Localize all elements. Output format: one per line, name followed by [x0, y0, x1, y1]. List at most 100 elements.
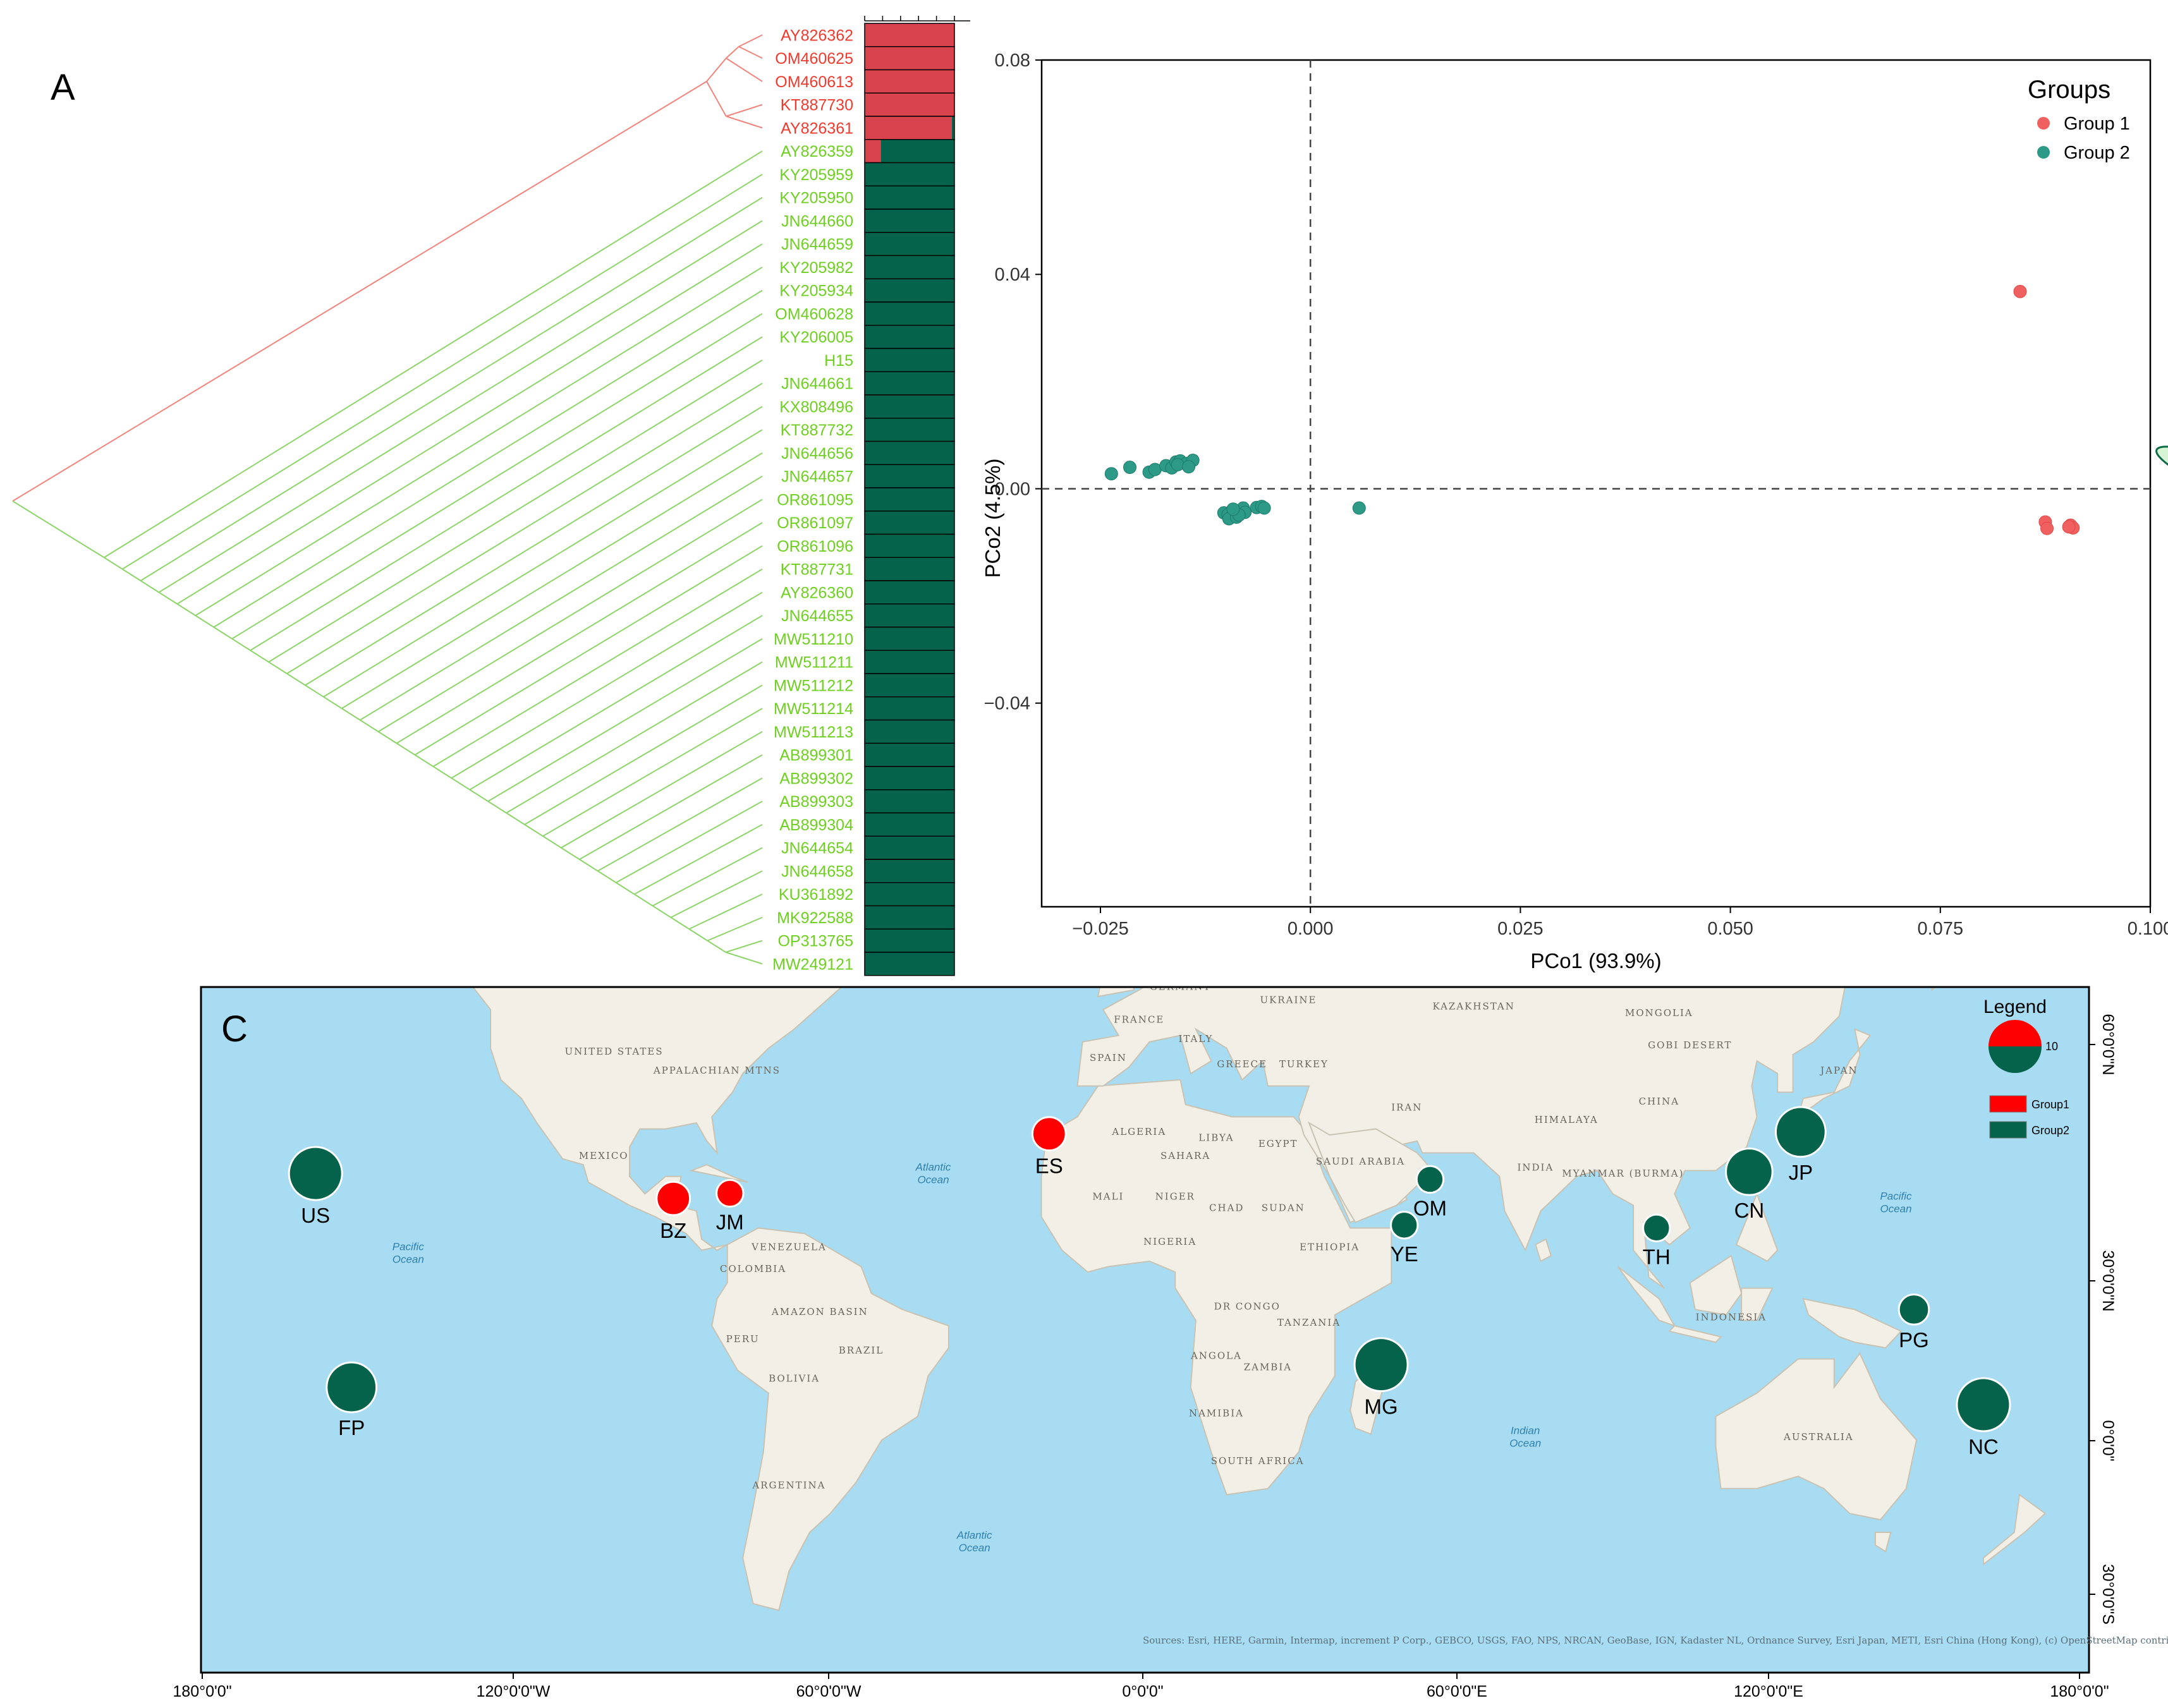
- tip-label: KY205959: [779, 166, 853, 184]
- tree-branch: [726, 104, 763, 117]
- place-label: TURKEY: [1279, 1058, 1329, 1070]
- attribution: Sources: Esri, HERE, Garmin, Intermap, i…: [1143, 1635, 2168, 1646]
- data-point-group-1: [2062, 520, 2076, 534]
- place-label: SOUTH AFRICA: [1211, 1455, 1305, 1467]
- legend-label-group2: Group2: [2031, 1124, 2069, 1137]
- tree-branch: [378, 731, 397, 744]
- place-label: JAPAN: [1819, 1065, 1858, 1076]
- tip-label: JN644658: [781, 863, 853, 880]
- tree-branch: [616, 801, 763, 883]
- ancestry-bar-group2: [865, 581, 954, 604]
- tree-branch: [579, 859, 599, 872]
- ocean-label-word: Atlantic: [915, 1161, 951, 1173]
- place-label: EGYPT: [1258, 1138, 1298, 1149]
- map-y-tick-label: 30°0'0"N: [2099, 1250, 2117, 1311]
- legend-entry: Group 1: [2064, 114, 2130, 134]
- tree-branch: [176, 603, 196, 616]
- x-tick-label: −0.025: [1072, 919, 1129, 939]
- ancestry-bar-group2: [865, 905, 954, 930]
- tree-branch: [524, 684, 763, 825]
- tip-label: OM460628: [775, 305, 853, 323]
- map-y-tick-label: 30°0'0"S: [2099, 1564, 2117, 1625]
- place-label: SAUDI ARABIA: [1316, 1156, 1405, 1167]
- x-tick-label: 0.075: [1918, 919, 1964, 939]
- data-point-group-1: [2013, 284, 2027, 298]
- place-label: KAZAKHSTAN: [1432, 1001, 1514, 1012]
- tree-branch: [176, 243, 763, 605]
- place-label: ALGERIA: [1111, 1126, 1166, 1137]
- ancestry-bar-group1: [865, 116, 952, 140]
- place-label: PERU: [726, 1333, 760, 1345]
- tip-label: JN644660: [781, 212, 853, 230]
- map-x-tick-label: 120°0'0"W: [477, 1683, 551, 1700]
- tree-branch: [414, 754, 434, 767]
- ancestry-bar-group1: [865, 70, 954, 94]
- ancestry-bar-group2: [865, 603, 954, 627]
- tip-label: AY826359: [781, 143, 853, 161]
- tip-label: KX808496: [779, 398, 853, 416]
- site-code-label: TH: [1643, 1245, 1671, 1269]
- tip-label: OM460625: [775, 50, 853, 68]
- site-marker: [716, 1178, 745, 1208]
- site-code-label: YE: [1391, 1242, 1418, 1266]
- tree-branch: [140, 580, 159, 593]
- place-label: GREECE: [1217, 1058, 1267, 1070]
- tree-branch: [706, 58, 727, 82]
- south-america: [711, 1227, 949, 1611]
- tree-branch: [469, 789, 489, 802]
- tree-branch: [725, 952, 763, 965]
- tip-label: OR861096: [777, 538, 853, 555]
- tree-branch: [140, 197, 763, 581]
- place-label: ANGOLA: [1190, 1350, 1242, 1362]
- place-label: SUDAN: [1262, 1202, 1305, 1214]
- map-y-tick-label: 0°0'0": [2099, 1420, 2117, 1461]
- place-label: CHINA: [1639, 1096, 1679, 1107]
- panel-label-a: A: [51, 67, 75, 108]
- cuba: [689, 1164, 748, 1183]
- place-label: ETHIOPIA: [1300, 1242, 1360, 1253]
- tree-branch: [414, 545, 763, 756]
- borneo: [1689, 1254, 1743, 1316]
- legend-swatch-group2: [1989, 1121, 2027, 1139]
- tree-branch: [231, 313, 763, 639]
- ancestry-bar-group2: [865, 488, 954, 511]
- tree-branch: [670, 917, 690, 930]
- data-point-group-2: [1352, 501, 1366, 515]
- site-code-label: CN: [1734, 1199, 1765, 1222]
- place-label: URAL MOUNTAINS: [1381, 935, 1495, 946]
- tasmania: [1874, 1532, 1892, 1553]
- site-code-label: BZ: [660, 1219, 686, 1242]
- ancestry-bar-group2: [865, 789, 954, 813]
- site-code-label: JP: [1789, 1161, 1813, 1184]
- site-code-label: JM: [716, 1211, 744, 1234]
- place-label: MEXICO: [579, 1150, 629, 1161]
- ancestry-bar-group2: [865, 534, 954, 558]
- ancestry-bar-group2: [865, 766, 954, 790]
- tree-branch: [213, 626, 233, 639]
- tip-labels: AY826362 OM460625 OM460613 KT887730 AY826361…: [772, 27, 853, 973]
- ancestry-bar-group2: [865, 674, 954, 697]
- site-marker: [1774, 1106, 1827, 1158]
- tree-branch: [305, 406, 763, 686]
- y-tick-label: 0.08: [995, 51, 1030, 71]
- ancestry-bar-group2: [951, 116, 954, 140]
- ocean-label-word: Indian: [1511, 1425, 1540, 1437]
- site-marker: [1390, 1211, 1419, 1240]
- tree-branch: [158, 220, 763, 593]
- panel-label-c: C: [221, 1008, 248, 1050]
- data-point-group-1: [2040, 521, 2054, 535]
- site-code-label: MG: [1364, 1395, 1398, 1419]
- ancestry-bar-group2: [865, 372, 954, 395]
- site-code-label: PG: [1899, 1328, 1929, 1352]
- ocean-label-word: Ocean: [959, 1542, 990, 1554]
- ocean-label: Indian Ocean: [1509, 1425, 1541, 1450]
- ancestry-bar-group2: [865, 255, 954, 279]
- pcoa-plot: −0.025 0.000 0.025 0.050 0.075 0.100 −0.04 0.00…: [981, 51, 2168, 972]
- tree-branch: [104, 557, 123, 570]
- ancestry-bar-group2: [865, 441, 954, 465]
- tip-label: KY205950: [779, 190, 853, 207]
- tree-branch: [360, 475, 763, 721]
- place-label: HIMALAYA: [1535, 1114, 1599, 1125]
- x-tick-label: 0.025: [1497, 919, 1544, 939]
- tip-label: JN644659: [781, 236, 853, 253]
